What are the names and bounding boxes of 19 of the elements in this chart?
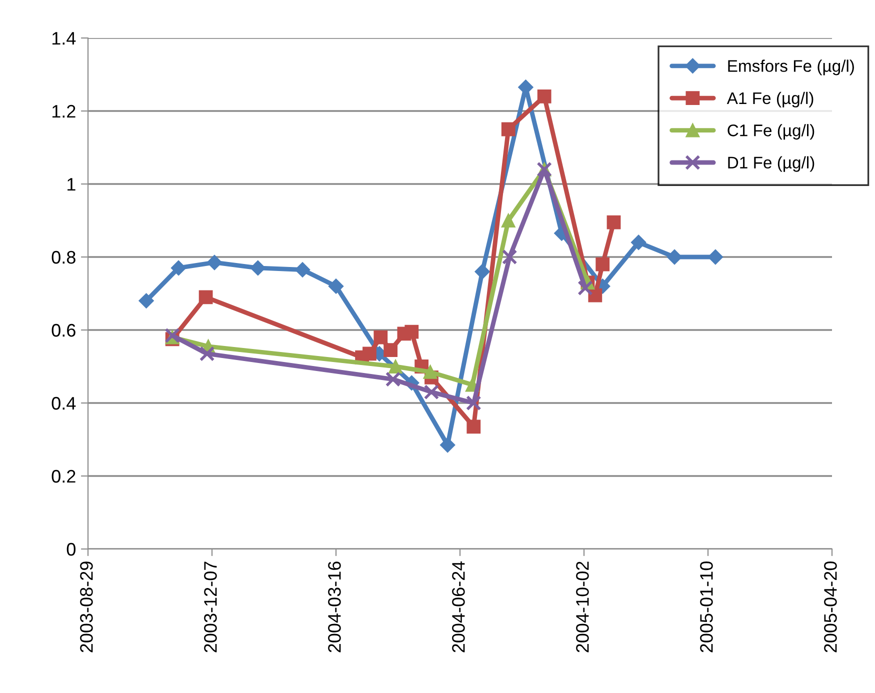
x-tick-label: 2005-04-20 xyxy=(824,562,837,652)
legend-label: Emsfors Fe (µg/l) xyxy=(728,60,854,76)
y-tick-label: 1 xyxy=(68,178,76,191)
x-tick-label: 2003-08-29 xyxy=(80,562,93,652)
x-tick-label: 2005-01-10 xyxy=(700,562,713,652)
x-tick-label: 2004-06-24 xyxy=(452,561,465,652)
y-tick-label: 0.8 xyxy=(52,250,76,264)
legend-label: D1 Fe (µg/l) xyxy=(728,156,814,172)
y-tick-label: 1.4 xyxy=(52,32,76,45)
y-tick-label: 0.6 xyxy=(52,324,76,337)
x-tick-label: 2003-12-07 xyxy=(204,562,217,652)
y-tick-label: 0 xyxy=(66,542,76,556)
x-tick-label: 2004-03-16 xyxy=(328,562,341,652)
y-tick-label: 0.4 xyxy=(52,396,76,410)
x-tick-label: 2004-10-02 xyxy=(576,562,589,652)
legend-label: A1 Fe (µg/l) xyxy=(726,92,814,108)
legend-label: C1 Fe (µg/l) xyxy=(728,124,814,140)
y-tick-label: 1.2 xyxy=(52,104,76,118)
y-tick-label: 0.2 xyxy=(52,470,76,483)
